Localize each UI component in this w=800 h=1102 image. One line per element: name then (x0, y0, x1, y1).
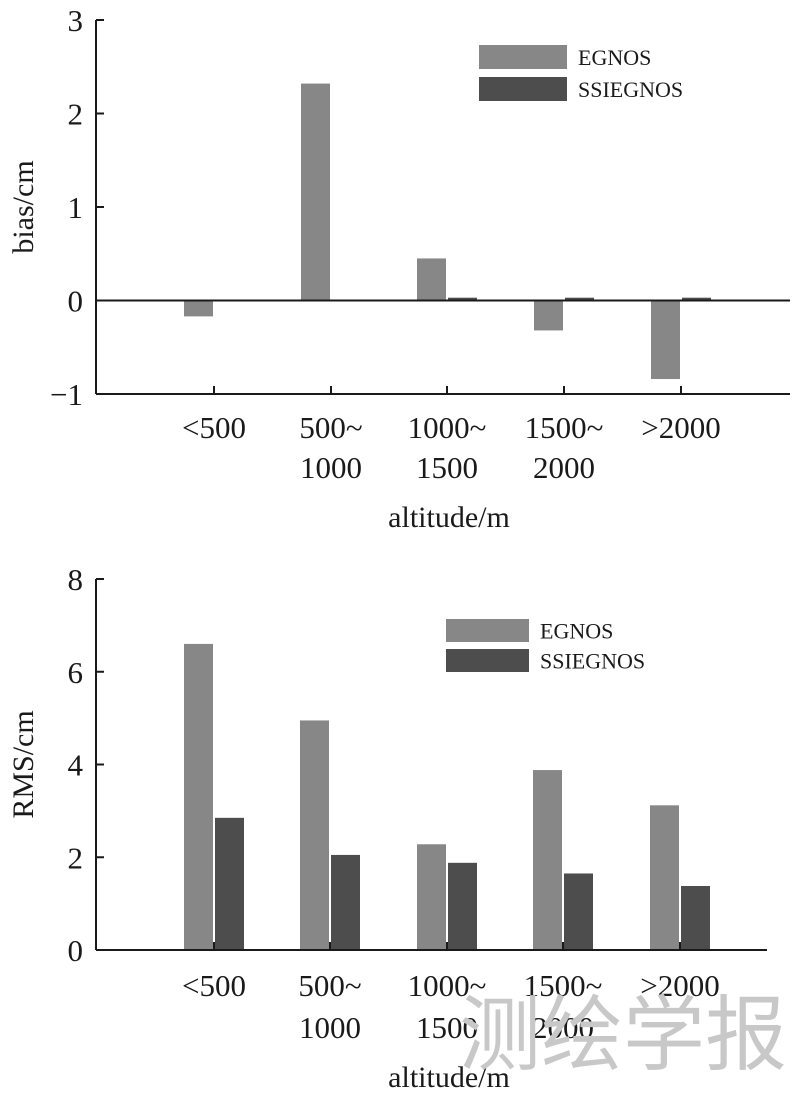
legend-label-ssiegnos: SSIEGNOS (578, 77, 683, 102)
bar-egnos-1 (301, 83, 330, 301)
bias-chart: −1 0 1 2 3 <500 500~ 1000 1000~ 1500 1500~ 2000 >200… (7, 3, 790, 534)
x-axis-title: altitude/m (388, 1061, 510, 1094)
bar-egnos-3 (534, 300, 563, 331)
y-tick-label: −1 (50, 377, 83, 412)
x-tick-label: 1500 (416, 450, 478, 485)
rms-chart: 0 2 4 6 8 <500 500~ 1000 1000~ 1500 1500~ 2000 >2000… (7, 562, 767, 1094)
y-tick-label: 0 (68, 933, 84, 968)
legend-swatch-ssiegnos (446, 649, 529, 672)
y-tick-label: 3 (68, 3, 84, 38)
bar-egnos-1 (300, 720, 329, 950)
bar-ssiegnos-1 (331, 854, 360, 950)
y-tick-label: 6 (68, 655, 84, 690)
legend-label-egnos: EGNOS (578, 45, 651, 70)
bar-egnos-2 (417, 258, 446, 301)
bar-egnos-0 (184, 643, 213, 950)
bar-ssiegnos-3 (565, 297, 594, 301)
bar-egnos-2 (417, 844, 446, 950)
legend-swatch-ssiegnos (479, 77, 567, 101)
bar-ssiegnos-4 (681, 886, 710, 950)
x-tick-label: 500~ (299, 410, 362, 445)
x-tick-label: 1000 (300, 450, 362, 485)
x-tick-label: 2000 (532, 1010, 594, 1045)
y-axis-title: RMS/cm (7, 710, 40, 818)
bar-ssiegnos-2 (448, 297, 477, 301)
x-tick-label: >2000 (641, 410, 720, 445)
legend-swatch-egnos (479, 45, 567, 69)
bar-ssiegnos-3 (564, 873, 593, 950)
bar-egnos-4 (650, 805, 679, 950)
legend-label-egnos: EGNOS (540, 619, 613, 644)
x-tick-label: 1000~ (408, 410, 487, 445)
watermark-text: 测绘学报 (459, 988, 787, 1083)
legend-label-ssiegnos: SSIEGNOS (540, 649, 645, 674)
x-axis-title: altitude/m (388, 501, 510, 534)
y-tick-label: 0 (68, 284, 84, 319)
y-tick-label: 2 (68, 840, 84, 875)
x-tick-label: >2000 (640, 968, 719, 1003)
y-tick-label: 2 (68, 97, 84, 132)
y-axis-title: bias/cm (7, 160, 40, 253)
legend-swatch-egnos (446, 619, 529, 642)
x-tick-label: 1500 (416, 1010, 478, 1045)
x-tick-label: 1500~ (525, 410, 604, 445)
x-tick-label: <500 (182, 410, 246, 445)
x-tick-label: 1500~ (524, 968, 603, 1003)
y-tick-label: 4 (68, 748, 84, 783)
bar-ssiegnos-2 (448, 862, 477, 950)
y-tick-label: 1 (68, 190, 84, 225)
bar-ssiegnos-0 (215, 817, 244, 950)
x-tick-label: <500 (182, 968, 246, 1003)
x-tick-label: 2000 (533, 450, 595, 485)
bar-egnos-0 (184, 300, 213, 317)
x-tick-label: 1000~ (408, 968, 487, 1003)
bar-egnos-3 (533, 770, 562, 950)
y-tick-label: 8 (68, 562, 84, 597)
bar-ssiegnos-4 (682, 297, 711, 301)
bar-egnos-4 (651, 300, 680, 380)
x-tick-label: 500~ (298, 968, 361, 1003)
x-tick-label: 1000 (299, 1010, 361, 1045)
